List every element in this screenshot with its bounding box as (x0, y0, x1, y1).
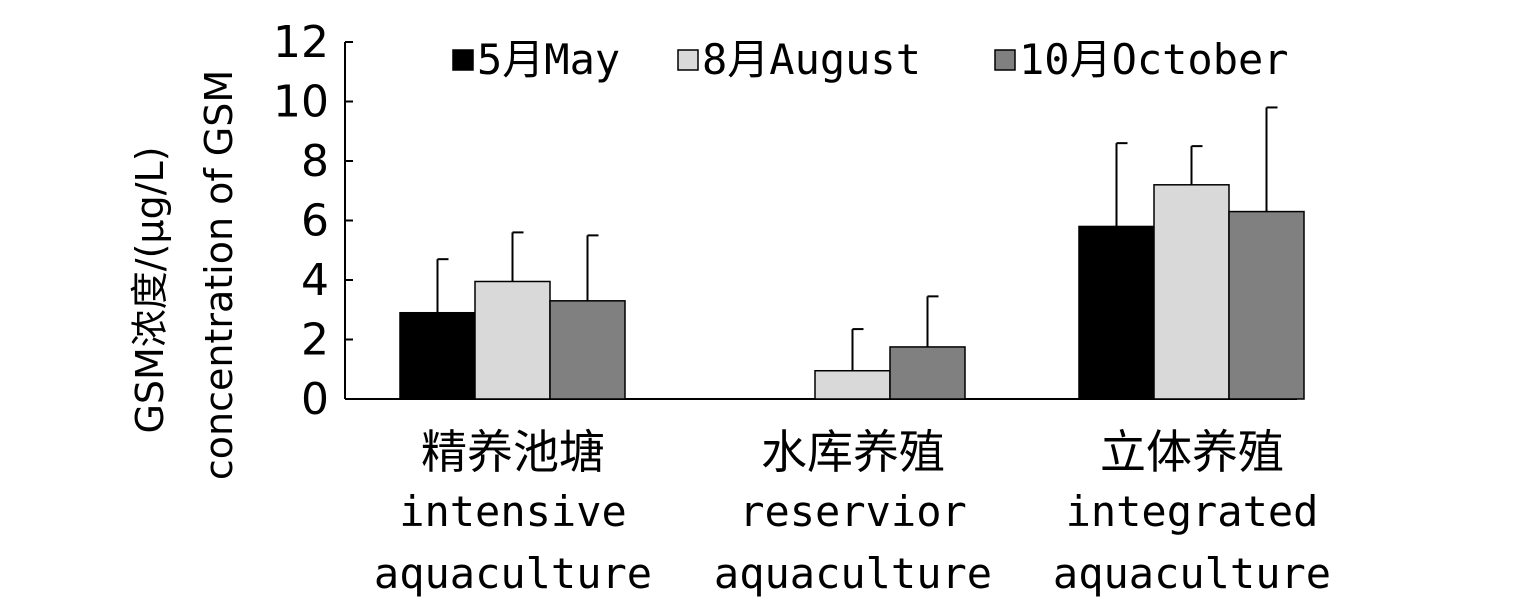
x-category-label-en: intensive (399, 487, 627, 536)
x-axis-labels: 精养池塘 intensive aquaculture 水库养殖 reservior aqu… (374, 425, 1331, 598)
bar (1228, 210, 1305, 400)
y-tick-label: 6 (301, 196, 329, 247)
legend: 5月May 8月August 10月October (452, 35, 1289, 84)
bar (814, 369, 891, 400)
legend-label: 5月May (477, 35, 620, 84)
y-axis-label-cn: GSM浓度/(μg/L) (128, 146, 172, 433)
y-axis-label-en: concentration of GSM (197, 70, 241, 480)
y-tick-label: 10 (273, 77, 329, 128)
y-tick-label: 12 (273, 17, 329, 68)
bars (399, 184, 1305, 400)
legend-swatch (677, 49, 699, 71)
y-tick-label: 4 (301, 255, 329, 306)
legend-label: 10月October (1019, 35, 1289, 84)
bar (474, 280, 551, 400)
bar (549, 300, 626, 400)
x-category-label-en: aquaculture (374, 549, 652, 598)
bar (889, 346, 966, 400)
legend-swatch (994, 49, 1016, 71)
legend-label: 8月August (702, 35, 921, 84)
bar (1153, 184, 1230, 400)
y-tick-label: 8 (301, 136, 329, 187)
bar (1078, 225, 1155, 400)
legend-swatch (452, 49, 474, 71)
y-tick-label: 0 (301, 374, 329, 425)
axes: 0 2 4 6 8 10 12 (273, 17, 1297, 425)
x-category-label-en: aquaculture (714, 549, 992, 598)
y-axis-label: GSM浓度/(μg/L) concentration of GSM (128, 70, 241, 480)
x-category-label-en: integrated (1066, 487, 1319, 536)
y-tick-label: 2 (301, 315, 329, 366)
error-bars (436, 106, 1278, 371)
x-category-label-cn: 水库养殖 (761, 425, 945, 479)
x-category-label-en: reservior (739, 487, 967, 536)
x-category-label-en: aquaculture (1053, 549, 1331, 598)
x-category-label-cn: 精养池塘 (421, 425, 605, 479)
x-category-label-cn: 立体养殖 (1100, 425, 1284, 479)
bar (399, 311, 476, 400)
